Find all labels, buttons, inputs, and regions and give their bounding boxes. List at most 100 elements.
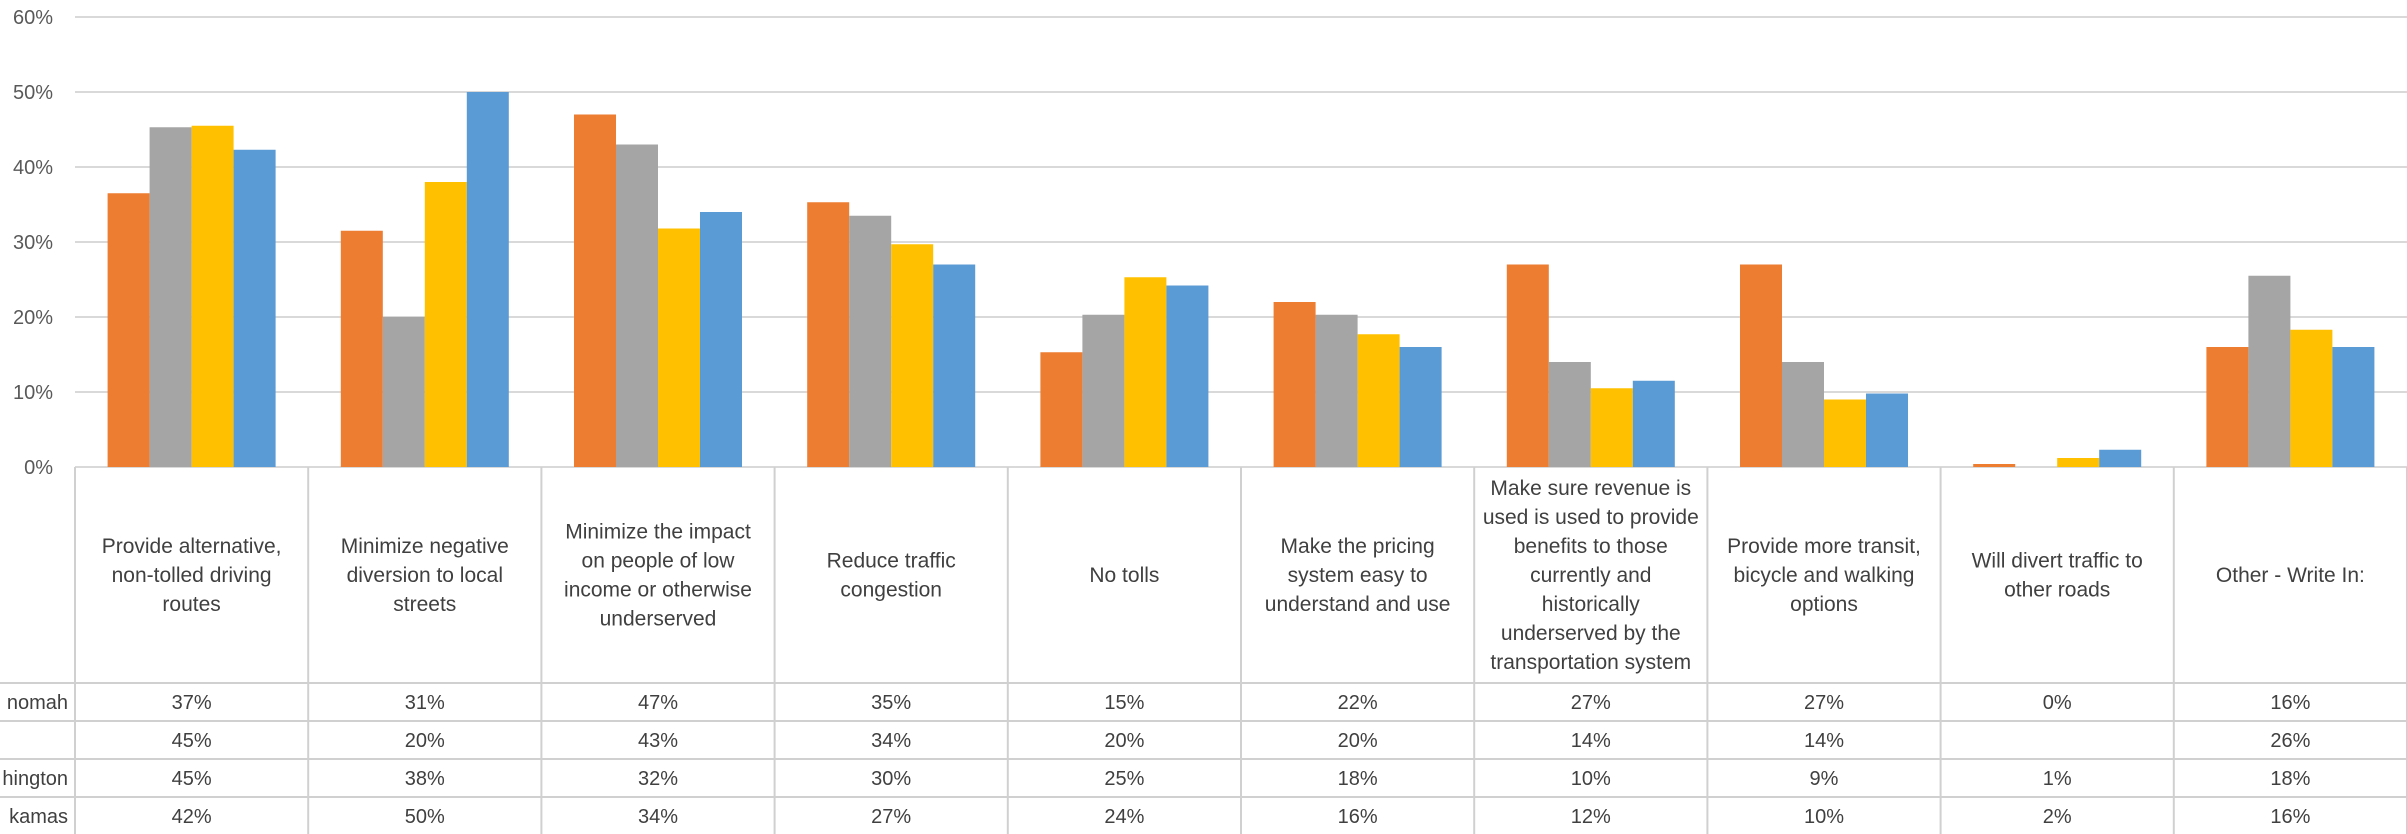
data-label: 50%	[405, 806, 445, 828]
bar	[700, 212, 742, 467]
y-tick-label: 10%	[13, 382, 53, 404]
data-label: 34%	[638, 806, 678, 828]
bar	[466, 92, 509, 467]
category-label-line: transportation system	[1490, 651, 1691, 674]
bar	[1866, 393, 1908, 467]
category-label-line: historically	[1542, 593, 1641, 616]
category-label-line: non-tolled driving	[112, 564, 272, 587]
category-label-line: Make the pricing	[1281, 535, 1435, 558]
data-label: 27%	[1571, 692, 1611, 714]
bar	[424, 182, 467, 467]
y-axis-tick-labels: 0% 10% 20% 30% 40% 50% 60%	[13, 7, 53, 479]
bar	[933, 264, 976, 467]
y-tick-label: 50%	[13, 82, 53, 104]
bar	[340, 230, 383, 467]
category-label-line: used is used to provide	[1483, 506, 1699, 529]
bar	[233, 149, 276, 467]
bar	[191, 125, 234, 467]
bar	[574, 114, 616, 467]
category-label-line: Provide more transit,	[1727, 535, 1921, 558]
bar	[1973, 464, 2016, 467]
data-label: 27%	[871, 806, 911, 828]
data-label: 14%	[1804, 730, 1844, 752]
category-label-line: underserved	[600, 608, 717, 631]
data-label: 18%	[2270, 768, 2310, 790]
data-label: 16%	[2270, 806, 2310, 828]
category-label: No tolls	[1089, 564, 1159, 587]
data-label: 30%	[871, 768, 911, 790]
bar	[2099, 449, 2142, 467]
data-label: 2%	[2043, 806, 2072, 828]
category-label-line: on people of low	[582, 550, 736, 573]
category-label-line: Minimize the impact	[565, 521, 751, 544]
y-tick-label: 40%	[13, 157, 53, 179]
category-label-line: income or otherwise	[564, 579, 752, 602]
category-label-line: Provide alternative,	[102, 535, 282, 558]
data-label: 15%	[1104, 692, 1144, 714]
bar	[1166, 285, 1209, 467]
category-label-line: understand and use	[1265, 593, 1451, 616]
category-label-line: bicycle and walking	[1734, 564, 1915, 587]
category-label-line: Other - Write In:	[2216, 564, 2365, 587]
bar	[1273, 302, 1316, 467]
data-label: 18%	[1338, 768, 1378, 790]
bar	[1632, 380, 1675, 467]
bar	[1399, 347, 1442, 467]
bar	[2332, 347, 2375, 467]
data-label: 10%	[1571, 768, 1611, 790]
series-row-label: nomah	[7, 692, 68, 714]
category-label-line: options	[1790, 593, 1858, 616]
bar	[616, 144, 658, 467]
data-label: 20%	[1338, 730, 1378, 752]
data-label: 45%	[172, 768, 212, 790]
data-label: 26%	[2270, 730, 2310, 752]
category-label: Minimize negative diversion to local stree…	[341, 535, 509, 616]
category-label: Will divert traffic to other roads	[1972, 550, 2143, 602]
bar	[1315, 314, 1358, 467]
bar	[1357, 334, 1400, 467]
category-label: Provide alternative, non-tolled driving ro…	[102, 535, 282, 616]
category-label-line: streets	[393, 593, 456, 616]
category-label: Minimize the impact on people of low incom…	[564, 521, 752, 631]
category-label-line: Minimize negative	[341, 535, 509, 558]
bar	[1040, 352, 1083, 467]
category-label-line: congestion	[840, 579, 942, 602]
category-label: Make the pricing system easy to understand…	[1265, 535, 1451, 616]
category-label-line: Reduce traffic	[827, 550, 956, 573]
bar	[849, 215, 892, 467]
category-label-line: No tolls	[1089, 564, 1159, 587]
category-label-line: other roads	[2004, 579, 2110, 602]
category-label: Make sure revenue is used is used to prov…	[1483, 477, 1699, 674]
data-label: 32%	[638, 768, 678, 790]
data-label: 9%	[1810, 768, 1839, 790]
bar	[658, 228, 700, 467]
bars	[107, 92, 2375, 467]
data-label: 34%	[871, 730, 911, 752]
bar	[2206, 347, 2249, 467]
bar	[149, 127, 192, 467]
bar	[107, 193, 150, 467]
category-label-line: underserved by the	[1501, 622, 1681, 645]
data-label: 20%	[1104, 730, 1144, 752]
bar	[1590, 388, 1633, 467]
bar	[1082, 314, 1125, 467]
category-label-line: Will divert traffic to	[1972, 550, 2143, 573]
data-label: 16%	[2270, 692, 2310, 714]
data-label: 24%	[1104, 806, 1144, 828]
data-label: 43%	[638, 730, 678, 752]
category-label-line: currently and	[1530, 564, 1651, 587]
category-label-line: routes	[162, 593, 220, 616]
y-tick-label: 20%	[13, 307, 53, 329]
data-label: 10%	[1804, 806, 1844, 828]
category-label-line: system easy to	[1288, 564, 1428, 587]
data-label: 45%	[172, 730, 212, 752]
bar	[1506, 264, 1549, 467]
bar	[1782, 362, 1824, 467]
data-label: 12%	[1571, 806, 1611, 828]
bar	[2248, 275, 2291, 467]
data-label: 20%	[405, 730, 445, 752]
bar	[1740, 264, 1782, 467]
category-label: Reduce traffic congestion	[827, 550, 956, 602]
category-label: Other - Write In:	[2216, 564, 2365, 587]
